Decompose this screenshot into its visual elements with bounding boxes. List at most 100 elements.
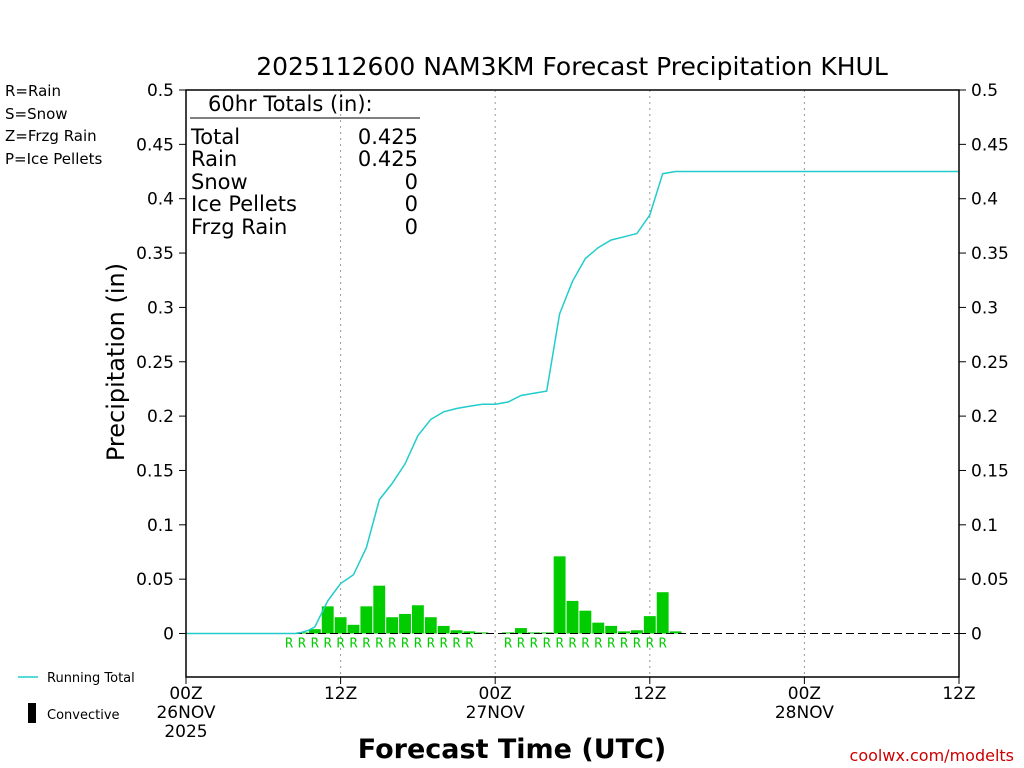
precip-bar xyxy=(360,606,373,634)
precip-bar xyxy=(321,606,334,634)
y-tick-label: 0 xyxy=(163,625,174,645)
rain-marker: R xyxy=(569,637,577,652)
precip-bar xyxy=(592,622,605,634)
rain-marker: R xyxy=(440,637,448,652)
precip-bar xyxy=(463,631,476,634)
rain-marker: R xyxy=(556,637,564,652)
precip-bar xyxy=(424,617,437,634)
precip-bar xyxy=(579,610,592,634)
precip-bar xyxy=(566,600,579,634)
y-tick-label: 0.5 xyxy=(147,81,174,101)
y-axis-right: 0.5 0.45 0.4 0.35 0.3 0.25 0.2 0.15 0.1 0.05 0 xyxy=(959,81,1009,645)
rain-marker: R xyxy=(633,637,641,652)
totals-label-rain: Rain xyxy=(191,147,237,171)
totals-label-frzg-rain: Frzg Rain xyxy=(191,215,287,239)
totals-label-ice-pellets: Ice Pellets xyxy=(191,192,297,216)
y-tick-label: 0.05 xyxy=(136,570,174,590)
rain-marker: R xyxy=(504,637,512,652)
y-tick-label-right: 0.15 xyxy=(971,461,1009,481)
precip-bar xyxy=(476,632,489,634)
precip-bar xyxy=(450,630,463,634)
legend-frzg-rain: Z=Frzg Rain xyxy=(5,127,97,145)
y-tick-label: 0.35 xyxy=(136,244,174,264)
rain-marker: R xyxy=(607,637,615,652)
x-tick-label: 00Z xyxy=(169,684,202,704)
legend-rain: R=Rain xyxy=(5,82,61,100)
rain-marker: R xyxy=(427,637,435,652)
rain-marker: R xyxy=(530,637,538,652)
totals-label-snow: Snow xyxy=(191,170,248,194)
rain-marker: R xyxy=(324,637,332,652)
precip-bar xyxy=(630,630,643,634)
rain-marker: R xyxy=(337,637,345,652)
rain-marker: R xyxy=(401,637,409,652)
precip-bar xyxy=(334,617,347,634)
y-tick-label-right: 0 xyxy=(971,625,982,645)
y-tick-label-right: 0.4 xyxy=(971,190,998,210)
rain-marker: R xyxy=(543,637,551,652)
x-tick-label: 00Z xyxy=(479,684,512,704)
y-tick-label: 0.45 xyxy=(136,135,174,155)
totals-value-ice-pellets: 0 xyxy=(405,192,418,216)
convective-legend-swatch xyxy=(28,703,36,723)
legend-ice-pellets: P=Ice Pellets xyxy=(5,150,102,168)
y-tick-label: 0.3 xyxy=(147,298,174,318)
legend-snow: S=Snow xyxy=(5,105,68,123)
y-tick-label: 0.25 xyxy=(136,353,174,373)
x-tick-label: 27NOV xyxy=(466,703,525,723)
precip-bars xyxy=(296,556,682,634)
rain-marker: R xyxy=(620,637,628,652)
x-tick-label: 12Z xyxy=(633,684,666,704)
precip-type-legend: R=Rain S=Snow Z=Frzg Rain P=Ice Pellets xyxy=(5,82,102,168)
totals-value-frzg-rain: 0 xyxy=(405,215,418,239)
precip-bar xyxy=(373,585,386,634)
precip-bar xyxy=(347,624,360,634)
y-tick-label-right: 0.35 xyxy=(971,244,1009,264)
gridlines xyxy=(340,90,805,677)
precip-bar xyxy=(553,556,566,634)
y-axis-label: Precipitation (in) xyxy=(102,263,130,461)
y-tick-label-right: 0.05 xyxy=(971,570,1009,590)
totals-box: 60hr Totals (in): Total 0.425 Rain 0.425… xyxy=(190,92,420,239)
precip-bar xyxy=(540,632,553,634)
precip-bar xyxy=(669,631,682,634)
y-tick-label-right: 0.1 xyxy=(971,516,998,536)
totals-value-snow: 0 xyxy=(405,170,418,194)
y-tick-label: 0.1 xyxy=(147,516,174,536)
running-total-line xyxy=(186,170,959,635)
y-tick-label-right: 0.5 xyxy=(971,81,998,101)
precip-bar xyxy=(399,613,411,634)
rain-marker: R xyxy=(362,637,370,652)
rain-marker: R xyxy=(414,637,422,652)
rain-marker: R xyxy=(646,637,654,652)
credit-text: coolwx.com/modelts xyxy=(850,746,1014,765)
rain-marker: R xyxy=(594,637,602,652)
totals-value-total: 0.425 xyxy=(358,125,418,149)
rain-marker: R xyxy=(298,637,306,652)
x-tick-label: 00Z xyxy=(788,684,821,704)
rain-marker: R xyxy=(350,637,358,652)
totals-heading: 60hr Totals (in): xyxy=(208,92,373,116)
totals-value-rain: 0.425 xyxy=(358,147,418,171)
rain-marker: R xyxy=(285,637,293,652)
plot-frame xyxy=(185,89,960,678)
x-tick-label: 28NOV xyxy=(775,703,834,723)
bottom-legend: Running Total Convective xyxy=(18,671,135,723)
y-axis-left: 0.5 0.45 0.4 0.35 0.3 0.25 0.2 0.15 0.1 0.05 0 xyxy=(136,81,186,645)
rain-marker: R xyxy=(388,637,396,652)
chart-title: 2025112600 NAM3KM Forecast Precipitation… xyxy=(256,52,888,81)
y-tick-label: 0.15 xyxy=(136,461,174,481)
totals-label-total: Total xyxy=(190,125,240,149)
rain-marker: R xyxy=(517,637,525,652)
rain-marker: R xyxy=(311,637,319,652)
y-tick-label-right: 0.25 xyxy=(971,353,1009,373)
rain-marker: R xyxy=(466,637,474,652)
running-total-legend-label: Running Total xyxy=(47,671,135,686)
convective-legend-label: Convective xyxy=(47,708,120,723)
x-axis-label: Forecast Time (UTC) xyxy=(358,734,666,765)
precip-bar xyxy=(411,605,424,634)
y-tick-label-right: 0.3 xyxy=(971,298,998,318)
y-tick-label: 0.4 xyxy=(147,190,174,210)
